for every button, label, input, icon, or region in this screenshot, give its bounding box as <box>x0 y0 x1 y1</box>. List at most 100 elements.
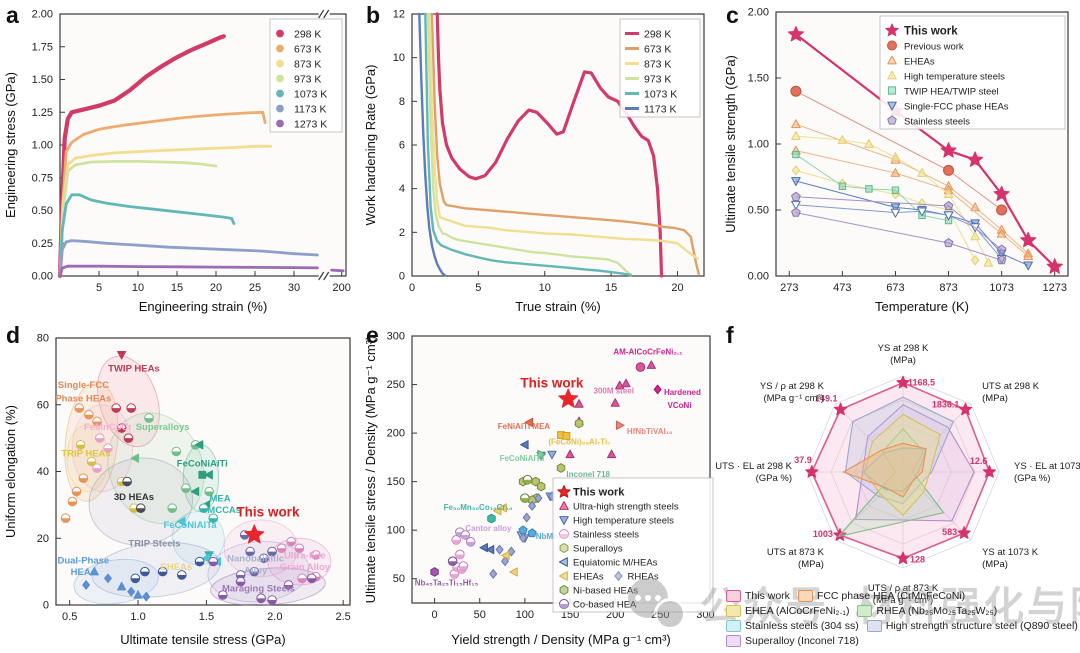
svg-text:Dual-Phase: Dual-Phase <box>57 555 109 566</box>
svg-text:1.50: 1.50 <box>748 73 769 85</box>
svg-text:EHEAs: EHEAs <box>573 572 604 583</box>
svg-text:Co-based HEA: Co-based HEA <box>573 600 637 611</box>
panel-a-label: a <box>6 2 19 28</box>
svg-text:20: 20 <box>210 282 222 294</box>
svg-text:Ni-based HEAs: Ni-based HEAs <box>573 586 638 597</box>
svg-text:100: 100 <box>387 525 405 537</box>
panel-b: b 0 5 10 15 20 0 2 4 6 8 10 12 True strain (%) Work h… <box>360 0 720 320</box>
svg-text:This work: This work <box>904 25 958 37</box>
svg-text:973 K: 973 K <box>294 73 321 85</box>
svg-text:0: 0 <box>432 609 438 621</box>
svg-text:2.00: 2.00 <box>748 7 769 19</box>
svg-text:100: 100 <box>516 609 534 621</box>
svg-text:0.75: 0.75 <box>32 172 53 184</box>
svg-text:This work: This work <box>236 505 300 520</box>
svg-text:(MPa): (MPa) <box>890 355 916 366</box>
svg-text:UTS · EL at 298 K: UTS · EL at 298 K <box>715 461 792 472</box>
svg-text:300: 300 <box>387 331 405 343</box>
svg-text:1836.1: 1836.1 <box>932 400 960 410</box>
svg-text:298 K: 298 K <box>644 28 671 40</box>
svg-text:Engineering stress (GPa): Engineering stress (GPa) <box>3 72 18 218</box>
svg-text:10: 10 <box>393 52 405 64</box>
svg-text:128: 128 <box>910 554 925 564</box>
svg-text:15: 15 <box>605 282 617 294</box>
svg-text:12.6: 12.6 <box>970 456 988 466</box>
svg-text:True strain (%): True strain (%) <box>515 299 600 314</box>
svg-text:This work: This work <box>573 487 625 499</box>
legend-swatch <box>726 620 741 632</box>
svg-text:1.00: 1.00 <box>748 139 769 151</box>
panel-b-label: b <box>366 2 381 28</box>
panel-d-label: d <box>6 322 21 348</box>
svg-text:673 K: 673 K <box>644 43 671 55</box>
panel-c-label: c <box>726 2 739 28</box>
svg-text:583: 583 <box>942 527 957 537</box>
svg-text:1.25: 1.25 <box>32 107 53 119</box>
svg-text:60: 60 <box>37 399 49 411</box>
svg-text:40: 40 <box>37 466 49 478</box>
svg-text:673 K: 673 K <box>294 43 321 55</box>
svg-text:TRIP HEAs: TRIP HEAs <box>61 448 110 459</box>
svg-text:10: 10 <box>539 282 551 294</box>
svg-text:Single-FCC phase HEAs: Single-FCC phase HEAs <box>904 101 1009 112</box>
svg-text:25: 25 <box>249 282 261 294</box>
svg-text:873: 873 <box>939 282 957 294</box>
svg-text:5: 5 <box>475 282 481 294</box>
legend-label: High strength structure steel (Q890 stee… <box>885 620 1078 632</box>
svg-text:0: 0 <box>399 271 405 283</box>
svg-text:10: 10 <box>132 282 144 294</box>
svg-text:1073 K: 1073 K <box>294 88 327 100</box>
panel-e-label: e <box>366 322 379 348</box>
svg-text:1003: 1003 <box>813 529 833 539</box>
svg-text:Superalloys: Superalloys <box>573 544 623 555</box>
svg-text:Nanobainitic: Nanobainitic <box>227 554 284 565</box>
legend-label: Stainless steels (304 ss) <box>745 620 859 632</box>
svg-text:1.50: 1.50 <box>32 74 53 86</box>
legend-swatch <box>726 605 741 617</box>
svg-text:149.1: 149.1 <box>815 394 838 404</box>
svg-text:Single-FCC: Single-FCC <box>58 380 109 391</box>
legend-label: EHEA (AlCoCrFeNi₂.₁) <box>745 605 850 617</box>
svg-text:298 K: 298 K <box>294 28 321 40</box>
svg-text:6: 6 <box>399 140 405 152</box>
svg-text:30: 30 <box>288 282 300 294</box>
panel-d: d 0.5 1.0 1.5 2.0 2.5 0 20 40 60 80 Ultimate tensi… <box>0 320 360 653</box>
svg-text:(GPa %): (GPa %) <box>1014 473 1050 484</box>
svg-text:20: 20 <box>671 282 683 294</box>
svg-text:Maraging Steels: Maraging Steels <box>222 584 295 595</box>
svg-text:50: 50 <box>474 609 486 621</box>
svg-text:50: 50 <box>393 573 405 585</box>
legend-swatch <box>857 605 873 617</box>
svg-text:Temperature (K): Temperature (K) <box>875 299 969 314</box>
legend-item: EHEA (AlCoCrFeNi₂.₁) <box>726 605 849 617</box>
legend-label: FCC phase HEA (CrMnFeCoNi) <box>816 590 966 602</box>
legend-swatch <box>797 590 813 602</box>
svg-text:YS at 298 K: YS at 298 K <box>878 343 929 354</box>
svg-text:HfNbTiVAl₁₀: HfNbTiVAl₁₀ <box>627 427 673 436</box>
svg-text:1.75: 1.75 <box>32 41 53 53</box>
svg-text:4: 4 <box>399 183 405 195</box>
legend-item: Superalloy (Inconel 718) <box>726 635 859 647</box>
svg-text:150: 150 <box>387 476 405 488</box>
svg-text:Cantor alloy: Cantor alloy <box>465 524 512 533</box>
svg-text:FeMnCoCr: FeMnCoCr <box>84 422 132 433</box>
svg-text:2.0: 2.0 <box>267 611 282 623</box>
svg-text:200: 200 <box>387 428 405 440</box>
svg-text:8: 8 <box>399 96 405 108</box>
panel-c: c 273 473 673 873 1073 1273 0.00 0.50 1.00 1.50 2.… <box>720 0 1080 320</box>
panel-f: f 1168.5 YS at 298 K (MPa) 1836.1 UTS at 298… <box>715 320 1080 653</box>
svg-text:37.9: 37.9 <box>794 455 812 465</box>
svg-text:Grain Alloy: Grain Alloy <box>280 562 331 573</box>
legend-item: Stainless steels (304 ss) <box>726 620 859 632</box>
svg-text:Phase HEAs: Phase HEAs <box>55 393 111 404</box>
svg-text:Alloy: Alloy <box>244 565 268 576</box>
svg-text:1173 K: 1173 K <box>294 103 327 115</box>
svg-text:Work hardening Rate (GPa): Work hardening Rate (GPa) <box>363 65 378 226</box>
svg-text:Ultimate tensile stress (GPa): Ultimate tensile stress (GPa) <box>120 632 285 647</box>
svg-text:2: 2 <box>399 227 405 239</box>
svg-text:5: 5 <box>96 282 102 294</box>
legend-swatch <box>866 620 882 632</box>
svg-text:FeCoNiAlTi: FeCoNiAlTi <box>177 458 228 469</box>
legend-item: RHEA (Nb₂₅Mo₂₅Ta₂₅W₂₅) <box>857 605 997 617</box>
